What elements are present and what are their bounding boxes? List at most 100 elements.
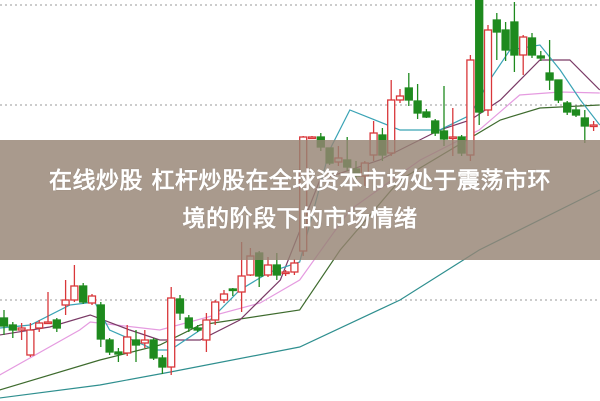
candle-body	[61, 299, 70, 306]
candle-up	[519, 35, 528, 75]
candle-body	[193, 327, 202, 331]
candle-body	[79, 285, 88, 303]
candle-body	[167, 297, 176, 368]
candle-down	[554, 79, 563, 103]
candle-body	[140, 339, 149, 344]
candle-body	[413, 100, 422, 114]
candle-body	[483, 29, 493, 111]
candle-body	[439, 130, 449, 140]
candle-body	[475, 0, 484, 113]
candle-body	[422, 111, 431, 118]
candle-up	[70, 265, 79, 302]
candle-body	[448, 136, 457, 140]
candle-body	[404, 87, 413, 101]
candle-down	[536, 51, 545, 61]
candle-body	[149, 339, 158, 359]
candle-body	[510, 21, 519, 56]
candle-down	[175, 295, 185, 320]
candle-body	[501, 29, 510, 51]
candle-body	[202, 319, 211, 341]
candle-body	[8, 324, 17, 331]
candle-body	[580, 117, 589, 127]
candle-down	[404, 73, 413, 106]
candle-body	[281, 271, 290, 275]
candle-body	[263, 264, 273, 276]
candle-up	[202, 313, 211, 352]
candle-down	[422, 109, 431, 118]
candle-down	[149, 338, 158, 360]
candle-body	[395, 95, 405, 101]
candle-up	[219, 290, 229, 303]
candle-body	[237, 275, 246, 293]
candle-body	[272, 264, 281, 276]
candle-down	[158, 355, 167, 374]
candle-down	[8, 322, 17, 338]
candle-up	[17, 323, 26, 340]
candle-body	[307, 136, 317, 140]
headline-line-1: 在线炒股 杠杆炒股在全球资本市场处于震荡市环	[48, 168, 551, 194]
candle-up	[87, 294, 97, 305]
candle-body	[228, 288, 237, 292]
candle-body	[123, 336, 132, 354]
candle-body	[43, 321, 53, 325]
candle-down	[184, 315, 193, 332]
candle-up	[263, 257, 273, 277]
candle-up	[123, 325, 132, 356]
candle-up	[26, 323, 35, 357]
candle-down	[501, 22, 510, 61]
candle-down	[228, 288, 237, 296]
candle-down	[413, 84, 422, 119]
candle-up	[211, 300, 220, 325]
candle-down	[96, 302, 105, 347]
candle-up	[307, 136, 317, 140]
candle-body	[519, 36, 528, 56]
candle-body	[184, 317, 193, 329]
candle-body	[492, 19, 501, 33]
candle-down	[79, 283, 88, 304]
headline-banner: 在线炒股 杠杆炒股在全球资本市场处于震荡市环 境的阶段下的市场情绪	[0, 140, 600, 260]
candle-up	[43, 292, 53, 325]
candle-down	[52, 318, 61, 332]
candle-body	[17, 327, 26, 331]
candle-down	[439, 86, 449, 146]
candle-up	[281, 270, 290, 276]
candle-up	[290, 259, 299, 275]
candle-down	[527, 33, 537, 58]
candle-body	[536, 55, 545, 59]
candle-body	[219, 293, 229, 301]
candle-up	[395, 89, 405, 103]
candle-down	[0, 310, 9, 335]
candle-body	[35, 322, 44, 329]
candle-body	[545, 72, 554, 81]
candle-body	[131, 339, 141, 346]
candle-up	[35, 320, 44, 332]
candle-down	[475, 0, 484, 125]
candle-body	[431, 120, 440, 134]
candle-body	[554, 79, 563, 101]
candle-body	[0, 317, 9, 327]
candle-body	[527, 37, 537, 56]
headline-line-2: 境的阶段下的市场情绪	[182, 206, 418, 232]
candle-down	[131, 330, 141, 362]
candle-body	[290, 262, 299, 273]
candle-up	[589, 121, 598, 131]
candle-down	[563, 101, 572, 115]
candle-up	[483, 25, 493, 116]
candle-body	[105, 339, 114, 353]
candle-up	[167, 287, 176, 375]
candle-body	[70, 285, 79, 301]
candle-body	[96, 304, 105, 340]
candle-down	[545, 40, 554, 90]
candle-down	[431, 119, 440, 136]
candle-up	[61, 280, 70, 315]
candle-body	[563, 102, 572, 113]
candle-body	[211, 301, 220, 321]
candle-down	[492, 13, 501, 60]
candle-down	[114, 348, 123, 362]
candle-body	[158, 357, 167, 368]
candle-down	[105, 338, 114, 355]
candle-body	[571, 109, 581, 116]
candle-body	[589, 124, 598, 128]
candle-body	[26, 329, 35, 356]
candle-down	[193, 325, 202, 332]
